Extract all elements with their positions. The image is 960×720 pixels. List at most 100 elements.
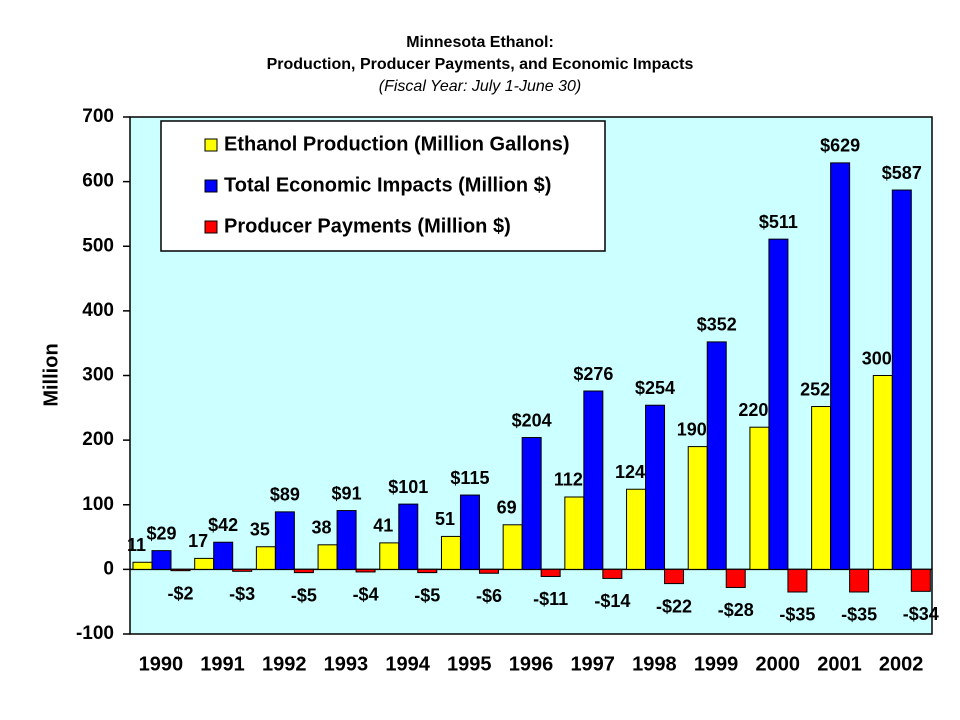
x-tick-label: 1992 <box>262 653 307 675</box>
data-label: -$5 <box>414 585 440 605</box>
bar <box>317 544 338 570</box>
x-tick-label: 1996 <box>509 653 554 675</box>
data-label: $629 <box>820 136 860 156</box>
data-label: -$11 <box>533 589 568 609</box>
bar <box>213 541 234 570</box>
y-tick-label: -100 <box>76 623 114 644</box>
x-tick-label: 1995 <box>447 653 492 675</box>
bar <box>417 568 438 574</box>
bar <box>749 426 770 570</box>
bar <box>664 568 685 585</box>
x-tick-label: 1991 <box>200 653 245 675</box>
bar <box>194 557 215 570</box>
bar <box>151 550 172 570</box>
x-tick-label: 1993 <box>324 653 369 675</box>
x-tick-label: 1997 <box>570 653 615 675</box>
y-tick-label: 200 <box>82 429 114 450</box>
chart-note: (Fiscal Year: July 1-June 30) <box>379 78 581 95</box>
bar <box>891 189 912 570</box>
data-label: $276 <box>573 364 613 384</box>
legend-label: Producer Payments (Million $) <box>224 215 511 237</box>
data-label: $511 <box>759 212 798 232</box>
bar <box>725 568 746 588</box>
bar <box>255 546 276 570</box>
data-label: -$3 <box>229 584 255 604</box>
y-tick-label: 300 <box>82 365 114 386</box>
data-label: 51 <box>435 509 455 529</box>
legend-label: Ethanol Production (Million Gallons) <box>224 133 570 155</box>
legend-swatch <box>204 138 218 152</box>
x-tick-label: 2001 <box>817 653 862 675</box>
y-tick-label: 400 <box>82 300 114 321</box>
legend-swatch <box>204 179 218 193</box>
bar <box>645 404 666 570</box>
data-label: 17 <box>188 531 208 551</box>
data-label: 35 <box>250 520 270 540</box>
bar <box>564 496 585 570</box>
x-tick-label: 2000 <box>756 653 801 675</box>
legend-label: Total Economic Impacts (Million $) <box>224 174 551 196</box>
bar <box>583 390 604 570</box>
data-label: -$34 <box>903 604 939 624</box>
bar <box>521 437 542 570</box>
bar <box>502 524 523 570</box>
data-label: $29 <box>146 523 176 543</box>
data-label: 41 <box>373 516 393 536</box>
data-label: -$14 <box>594 591 630 611</box>
bar <box>540 568 561 577</box>
data-label: 220 <box>738 400 768 420</box>
data-label: $587 <box>882 163 922 183</box>
bar <box>787 568 808 593</box>
y-tick-label: 600 <box>82 171 114 192</box>
legend-swatch <box>204 220 218 234</box>
bar <box>274 511 295 570</box>
bar <box>478 568 499 574</box>
data-label: 11 <box>127 535 146 555</box>
y-tick-label: 0 <box>103 558 114 579</box>
data-label: $101 <box>388 477 428 497</box>
bar <box>132 561 153 570</box>
bar <box>849 568 870 593</box>
legend-box <box>160 120 606 252</box>
bar <box>768 238 789 570</box>
data-label: 69 <box>497 498 517 518</box>
data-label: 300 <box>862 348 892 368</box>
data-label: -$35 <box>841 605 877 625</box>
x-tick-label: 1994 <box>385 653 430 675</box>
y-tick-label: 500 <box>82 235 114 256</box>
data-label: 124 <box>615 462 645 482</box>
y-tick-label: 100 <box>82 494 114 515</box>
bar <box>440 535 461 570</box>
data-label: -$5 <box>291 585 317 605</box>
bar <box>706 341 727 570</box>
bar <box>232 568 253 572</box>
x-tick-label: 1998 <box>632 653 677 675</box>
data-label: -$2 <box>167 583 193 603</box>
data-label: $115 <box>450 468 489 488</box>
data-label: $254 <box>635 378 675 398</box>
chart-title: Minnesota Ethanol: <box>406 34 554 51</box>
y-axis-label: Million <box>40 343 62 406</box>
data-label: 112 <box>554 470 583 490</box>
data-label: $89 <box>270 485 300 505</box>
data-label: 252 <box>800 379 830 399</box>
y-tick-label: 700 <box>82 106 114 127</box>
bar <box>398 503 419 570</box>
bar <box>379 542 400 570</box>
x-tick-label: 1999 <box>694 653 739 675</box>
chart-subtitle: Production, Producer Payments, and Econo… <box>267 56 694 73</box>
bar <box>910 568 931 592</box>
data-label: -$4 <box>353 585 379 605</box>
data-label: $91 <box>332 483 362 503</box>
data-label: 38 <box>312 518 332 538</box>
bar <box>459 494 480 570</box>
x-tick-label: 1990 <box>139 653 184 675</box>
bar <box>811 406 832 570</box>
bar <box>687 446 708 570</box>
data-label: $204 <box>512 410 552 430</box>
bar <box>170 568 191 572</box>
data-label: $42 <box>208 515 238 535</box>
bar <box>626 488 647 570</box>
data-label: $352 <box>697 315 737 335</box>
